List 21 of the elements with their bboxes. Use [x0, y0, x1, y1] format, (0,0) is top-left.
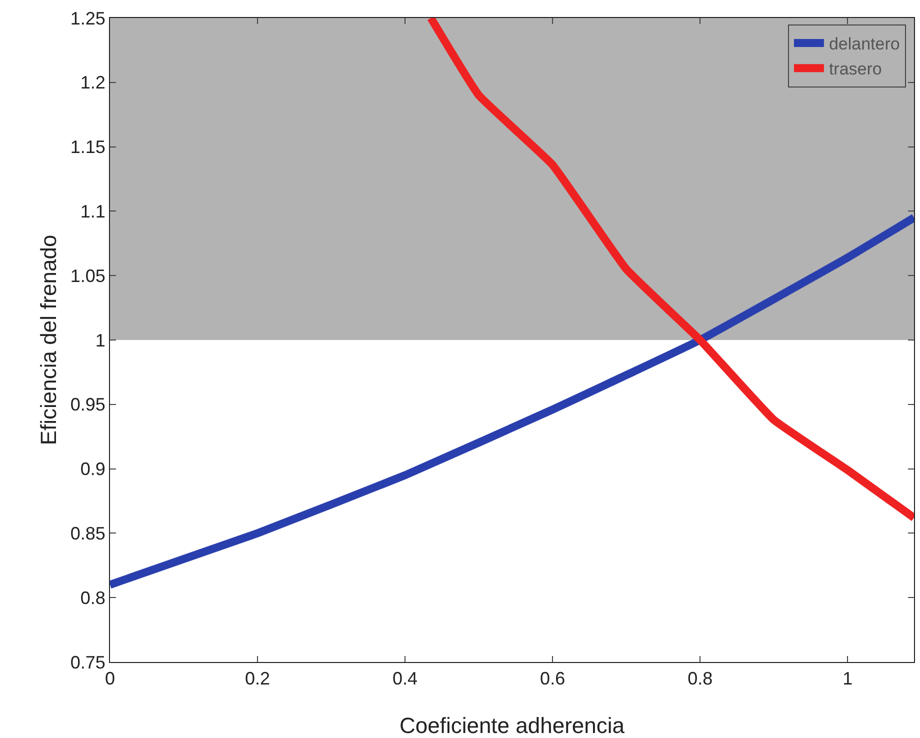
y-tick-label: 0.95: [70, 394, 106, 415]
x-tick-label: 0: [104, 668, 116, 689]
x-tick-label: 0.2: [245, 668, 270, 689]
x-tick-label: 0.6: [540, 668, 566, 689]
legend-label: trasero: [828, 60, 882, 79]
y-tick-label: 0.85: [70, 524, 106, 544]
y-tick-label: 0.9: [80, 459, 106, 480]
x-tick-label: 0.4: [392, 668, 418, 689]
y-tick-label: 1.2: [80, 72, 106, 93]
y-tick-label: 1.1: [80, 202, 106, 222]
y-tick-label: 0.8: [80, 588, 106, 608]
y-tick-label: 0.75: [70, 652, 106, 672]
y-tick-label: 1.05: [70, 266, 106, 286]
x-tick-label: 1: [842, 668, 853, 689]
y-tick-label: 1: [95, 330, 106, 350]
y-tick-label: 1.25: [70, 8, 106, 28]
y-tick-label: 1.15: [70, 137, 106, 158]
x-tick-label: 0.8: [688, 668, 713, 689]
x-axis-title: Coeficiente adherencia: [399, 713, 626, 738]
legend-label: delantero: [828, 34, 900, 54]
y-axis-title: Eficiencia del frenado: [36, 234, 61, 446]
